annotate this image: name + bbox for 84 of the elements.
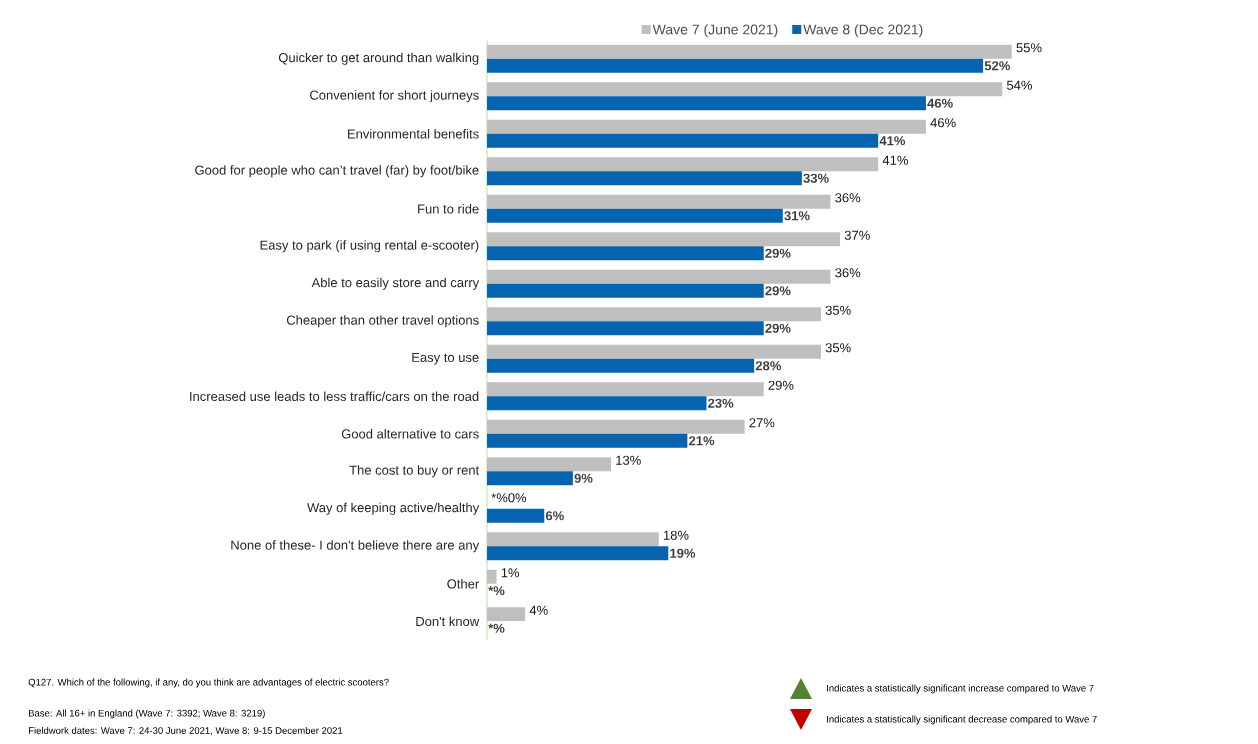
data-label: 27% xyxy=(749,418,775,428)
bar xyxy=(487,546,669,561)
data-label: 4% xyxy=(529,605,548,615)
data-label: 36% xyxy=(835,193,861,203)
bar xyxy=(487,321,764,336)
y-tick-label: Don't know xyxy=(416,616,480,627)
text: Base: All 16+ in England (Wave 7: 3392; Wave 8: 3219) xyxy=(29,709,265,719)
y-tick-label: Increased use leads to less traffic/cars on the road xyxy=(190,391,479,402)
bar xyxy=(487,58,984,73)
y-tick-label: Able to easily store and carry xyxy=(311,277,480,290)
bar xyxy=(487,457,612,472)
y-tick-label: Quicker to get around than walking xyxy=(278,52,479,65)
bar xyxy=(487,607,526,622)
data-label: *% xyxy=(488,623,505,633)
bar xyxy=(487,208,783,223)
data-label: 37% xyxy=(844,230,870,240)
data-label: 31% xyxy=(784,211,810,221)
y-tick-label: Way of keeping active/healthy xyxy=(307,502,480,515)
text: Indicates a statistically significant decrease compared to Wave 7 xyxy=(827,715,1097,725)
y-tick-label: Fun to ride xyxy=(418,203,479,214)
bar xyxy=(487,96,926,111)
data-label: 46% xyxy=(930,118,956,128)
data-label: 19% xyxy=(670,548,696,558)
data-label: 41% xyxy=(879,136,906,146)
bar xyxy=(487,246,764,261)
text: Indicates a statistically significant increase compared to Wave 7 xyxy=(827,684,1094,694)
data-label: 29% xyxy=(765,323,791,333)
text: Fieldwork dates: Wave 7: 24-30 June 2021, Wave 8: 9-15 December 2021 xyxy=(29,726,343,736)
y-tick-label: Good for people who can’t travel (far) by foot/bike xyxy=(195,165,479,178)
y-tick-label: The cost to buy or rent xyxy=(349,465,480,478)
bar xyxy=(487,133,879,148)
data-label: 6% xyxy=(545,511,564,521)
bar xyxy=(487,382,764,397)
data-label: 36% xyxy=(835,268,861,278)
data-label: 55% xyxy=(1016,43,1042,53)
data-label: 33% xyxy=(803,173,829,183)
y-tick-label: Environmental benefits xyxy=(348,128,479,139)
bar xyxy=(487,433,688,448)
data-label: 29% xyxy=(768,380,794,390)
bar xyxy=(487,508,545,523)
data-label: *% xyxy=(488,586,505,596)
text: Q127. Which of the following, if any, do you think are advantages of electric scooters? xyxy=(28,678,389,688)
data-label: 52% xyxy=(984,61,1011,71)
bar xyxy=(487,419,745,434)
bar xyxy=(487,358,755,373)
bar xyxy=(487,307,821,322)
data-label: 29% xyxy=(765,248,791,258)
y-tick-label: Cheaper than other travel options xyxy=(286,315,479,328)
data-label: 41% xyxy=(882,155,908,165)
data-label: 23% xyxy=(708,398,734,408)
legend-label: Wave 8 (Dec 2021) xyxy=(803,24,923,38)
bar xyxy=(487,157,879,172)
bar xyxy=(487,171,802,186)
bar xyxy=(487,569,497,584)
data-label: 54% xyxy=(1006,80,1032,90)
data-label: 46% xyxy=(927,98,953,108)
y-tick-label: Other xyxy=(447,578,479,589)
data-label: 29% xyxy=(765,286,791,296)
y-tick-label: Good alternative to cars xyxy=(341,428,479,439)
data-label: 9% xyxy=(574,473,593,483)
bar xyxy=(487,283,764,298)
bar xyxy=(487,82,1003,97)
bar xyxy=(487,119,926,134)
data-label: 28% xyxy=(755,361,782,371)
y-tick-label: None of these- I don't believe there are any xyxy=(231,540,480,553)
data-label: *%0% xyxy=(491,493,527,503)
y-tick-label: Easy to park (if using rental e-scooter) xyxy=(260,240,479,253)
bar xyxy=(487,471,573,486)
y-tick-label: Easy to use xyxy=(412,352,479,365)
bar xyxy=(487,532,659,547)
bar xyxy=(487,344,821,359)
bar xyxy=(487,44,1012,59)
data-label: 35% xyxy=(825,305,851,315)
bar xyxy=(487,269,831,284)
data-label: 1% xyxy=(501,568,520,578)
data-label: 21% xyxy=(689,436,715,446)
bar xyxy=(487,194,831,209)
bar xyxy=(487,232,841,247)
legend-label: Wave 7 (June 2021) xyxy=(652,24,778,38)
y-tick-label: Convenient for short journeys xyxy=(310,90,479,103)
data-label: 18% xyxy=(663,530,689,540)
bar xyxy=(487,396,707,411)
data-label: 13% xyxy=(616,455,641,465)
data-label: 35% xyxy=(825,343,851,353)
